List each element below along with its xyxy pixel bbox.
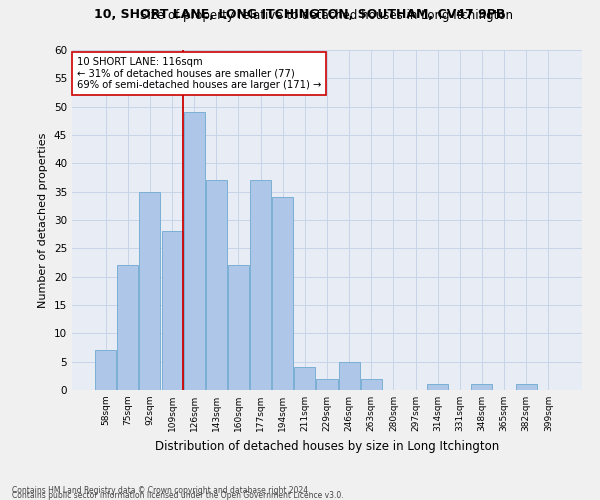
Bar — [139, 192, 160, 390]
Bar — [118, 266, 139, 390]
Text: 10 SHORT LANE: 116sqm
← 31% of detached houses are smaller (77)
69% of semi-deta: 10 SHORT LANE: 116sqm ← 31% of detached … — [77, 57, 322, 90]
Text: Contains HM Land Registry data © Crown copyright and database right 2024.: Contains HM Land Registry data © Crown c… — [12, 486, 311, 495]
Bar — [95, 350, 116, 390]
Y-axis label: Number of detached properties: Number of detached properties — [38, 132, 49, 308]
Title: Size of property relative to detached houses in Long Itchington: Size of property relative to detached ho… — [140, 10, 514, 22]
Bar — [228, 266, 249, 390]
Bar — [161, 232, 182, 390]
Bar — [472, 384, 493, 390]
Bar — [295, 368, 316, 390]
Bar — [338, 362, 359, 390]
Bar — [316, 378, 338, 390]
Bar — [184, 112, 205, 390]
X-axis label: Distribution of detached houses by size in Long Itchington: Distribution of detached houses by size … — [155, 440, 499, 452]
Bar — [361, 378, 382, 390]
Bar — [272, 198, 293, 390]
Bar — [515, 384, 536, 390]
Text: 10, SHORT LANE, LONG ITCHINGTON, SOUTHAM, CV47 9PB: 10, SHORT LANE, LONG ITCHINGTON, SOUTHAM… — [94, 8, 506, 20]
Bar — [250, 180, 271, 390]
Bar — [427, 384, 448, 390]
Text: Contains public sector information licensed under the Open Government Licence v3: Contains public sector information licen… — [12, 490, 344, 500]
Bar — [206, 180, 227, 390]
